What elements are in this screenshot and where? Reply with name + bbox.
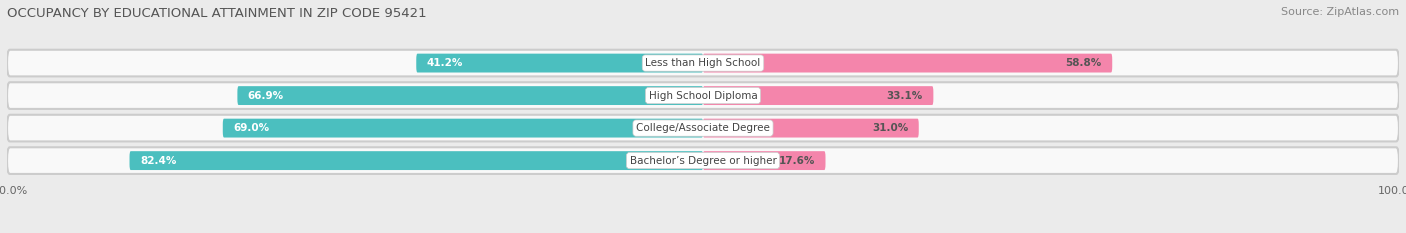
Text: Source: ZipAtlas.com: Source: ZipAtlas.com	[1281, 7, 1399, 17]
Text: 33.1%: 33.1%	[887, 91, 922, 101]
Text: High School Diploma: High School Diploma	[648, 91, 758, 101]
Text: 82.4%: 82.4%	[141, 156, 176, 166]
Text: 66.9%: 66.9%	[247, 91, 284, 101]
Text: 58.8%: 58.8%	[1066, 58, 1102, 68]
FancyBboxPatch shape	[7, 147, 1399, 174]
FancyBboxPatch shape	[416, 54, 703, 72]
Text: 17.6%: 17.6%	[779, 156, 815, 166]
FancyBboxPatch shape	[7, 82, 1399, 109]
FancyBboxPatch shape	[129, 151, 703, 170]
Text: College/Associate Degree: College/Associate Degree	[636, 123, 770, 133]
Text: Bachelor’s Degree or higher: Bachelor’s Degree or higher	[630, 156, 776, 166]
Text: 41.2%: 41.2%	[426, 58, 463, 68]
FancyBboxPatch shape	[703, 119, 918, 137]
FancyBboxPatch shape	[238, 86, 703, 105]
FancyBboxPatch shape	[7, 115, 1399, 141]
FancyBboxPatch shape	[703, 86, 934, 105]
Text: 31.0%: 31.0%	[872, 123, 908, 133]
FancyBboxPatch shape	[7, 50, 1399, 76]
FancyBboxPatch shape	[703, 54, 1112, 72]
Text: 69.0%: 69.0%	[233, 123, 270, 133]
FancyBboxPatch shape	[222, 119, 703, 137]
Text: Less than High School: Less than High School	[645, 58, 761, 68]
FancyBboxPatch shape	[703, 151, 825, 170]
Text: OCCUPANCY BY EDUCATIONAL ATTAINMENT IN ZIP CODE 95421: OCCUPANCY BY EDUCATIONAL ATTAINMENT IN Z…	[7, 7, 426, 20]
